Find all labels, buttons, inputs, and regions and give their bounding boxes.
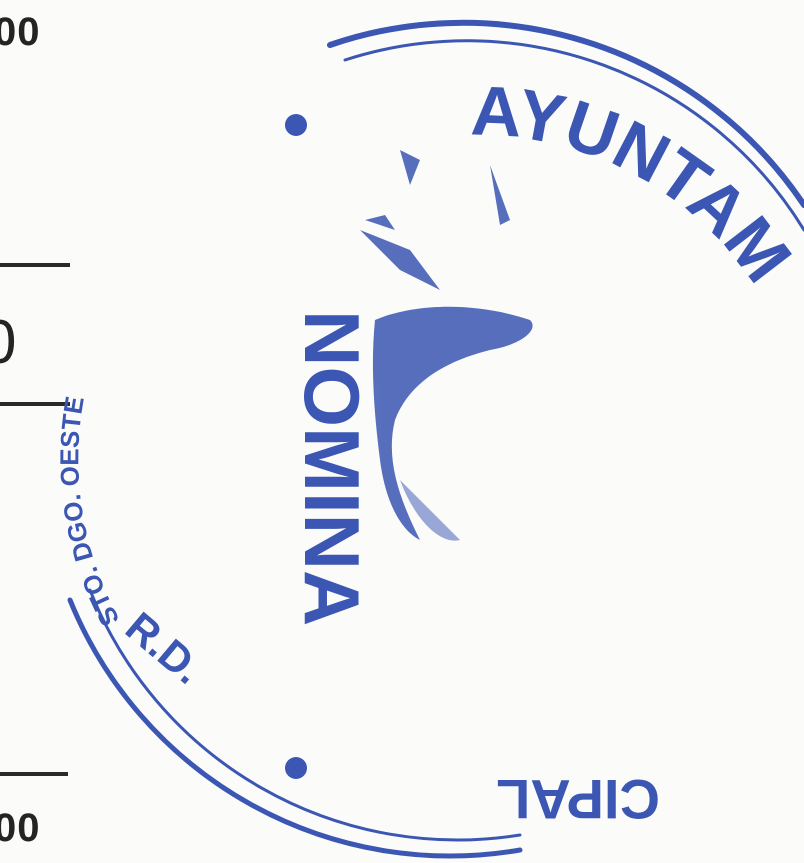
total-rule-upper [0, 263, 70, 267]
seal-top-arc-text: AYUNTAM [469, 71, 804, 296]
seal-center-text: NOMINA [288, 310, 376, 626]
seal-bottom-text: CIPAL [496, 768, 660, 831]
seal-rd-text: R.D. [117, 603, 212, 693]
seal-left-arc-text: STO. DGO. OESTE [54, 394, 125, 631]
seal-inner-ring-bottom [88, 588, 522, 842]
amount-middle: 0 [0, 312, 17, 374]
bottom-rule [0, 772, 68, 776]
seal-emblem [360, 150, 533, 541]
seal-outer-ring-top [327, 19, 804, 208]
amount-bottom: 00 [0, 806, 41, 850]
seal-dot-top [285, 114, 307, 136]
seal-outer-ring-bottom [67, 597, 523, 859]
seal-dot-bottom [285, 757, 307, 779]
seal-inner-ring-top [343, 39, 804, 232]
total-rule-lower [0, 402, 70, 406]
amount-top: 00 [0, 10, 41, 54]
